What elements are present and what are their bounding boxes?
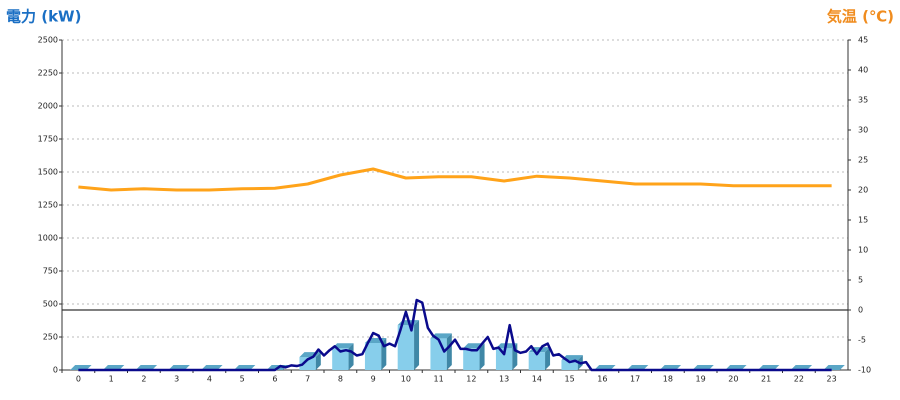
x-tick-label: 9 — [371, 375, 376, 384]
x-tick-label: 6 — [272, 375, 277, 384]
x-tick-label: 21 — [761, 375, 771, 384]
x-tick-label: 17 — [630, 375, 640, 384]
bar-side — [315, 352, 321, 370]
bar — [495, 348, 513, 370]
x-tick-label: 14 — [532, 375, 542, 384]
bar — [561, 360, 578, 370]
bar — [463, 348, 480, 370]
x-tick-label: 22 — [794, 375, 804, 384]
x-tick-label: 0 — [76, 375, 81, 384]
bar — [528, 352, 546, 370]
y2-title: 気温 (℃) — [827, 8, 894, 26]
y-tick-label: 1500 — [38, 168, 58, 177]
y2-tick-label: 0 — [858, 306, 863, 315]
x-tick-label: 4 — [207, 375, 212, 384]
x-tick-label: 5 — [240, 375, 245, 384]
x-tick-label: 3 — [174, 375, 179, 384]
y-tick-label: 250 — [43, 333, 58, 342]
bar-side — [479, 343, 485, 370]
bar — [430, 338, 447, 370]
chart-title: 電力 (kW) — [6, 8, 81, 26]
y2-tick-label: 15 — [858, 216, 868, 225]
y-tick-label: 1000 — [38, 234, 58, 243]
bar-top — [332, 343, 354, 349]
x-tick-label: 2 — [141, 375, 146, 384]
y-tick-label: 0 — [53, 366, 58, 375]
y2-tick-label: 25 — [858, 156, 868, 165]
x-tick-label: 8 — [338, 375, 343, 384]
x-tick-label: 20 — [728, 375, 738, 384]
x-tick-label: 18 — [663, 375, 673, 384]
y2-tick-label: 10 — [858, 246, 868, 255]
y2-tick-label: 30 — [858, 126, 868, 135]
x-tick-label: 7 — [305, 375, 310, 384]
x-tick-label: 13 — [499, 375, 509, 384]
bar — [364, 342, 382, 370]
y-tick-label: 2250 — [38, 69, 58, 78]
y2-tick-label: 45 — [858, 36, 868, 45]
x-tick-label: 15 — [565, 375, 575, 384]
y-tick-label: 2000 — [38, 102, 58, 111]
y-tick-label: 750 — [43, 267, 58, 276]
y-tick-label: 1750 — [38, 135, 58, 144]
bar-side — [446, 333, 452, 370]
x-tick-label: 12 — [466, 375, 476, 384]
x-tick-label: 19 — [696, 375, 706, 384]
x-tick-label: 10 — [401, 375, 411, 384]
x-tick-label: 11 — [434, 375, 444, 384]
x-tick-label: 1 — [109, 375, 114, 384]
temperature-line — [78, 167, 832, 192]
y2-tick-label: -10 — [858, 366, 871, 375]
x-tick-label: 16 — [597, 375, 607, 384]
bar-side — [414, 320, 420, 370]
y-tick-label: 2500 — [38, 36, 58, 45]
power-line — [78, 298, 832, 372]
bar-side — [545, 347, 551, 370]
y2-tick-label: 40 — [858, 66, 868, 75]
bar — [299, 357, 316, 370]
x-tick-label: 23 — [827, 375, 837, 384]
y2-tick-label: -5 — [858, 336, 866, 345]
y2-tick-label: 5 — [858, 276, 863, 285]
y-tick-label: 1250 — [38, 201, 58, 210]
y2-tick-label: 35 — [858, 96, 868, 105]
y-tick-label: 500 — [43, 300, 58, 309]
y2-tick-label: 20 — [858, 186, 868, 195]
bar — [397, 325, 415, 370]
bar — [332, 348, 349, 370]
